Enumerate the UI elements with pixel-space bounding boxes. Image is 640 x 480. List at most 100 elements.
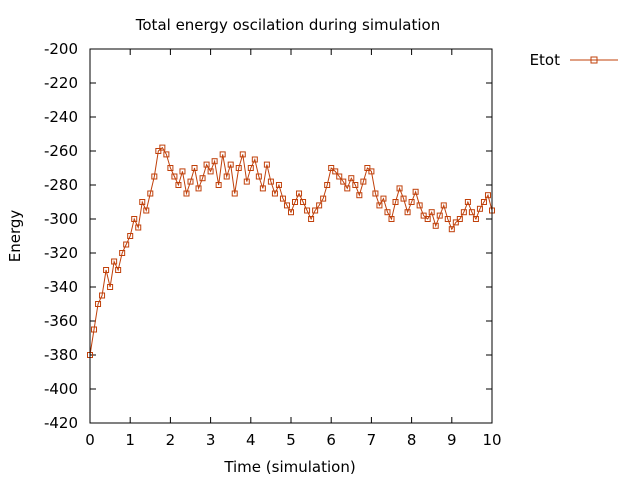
data-point [199, 175, 206, 182]
data-point [231, 190, 238, 197]
data-point [436, 212, 443, 219]
data-point [344, 185, 351, 192]
x-tick-label: 8 [407, 431, 417, 449]
data-point [404, 209, 411, 216]
data-point [420, 212, 427, 219]
data-point [360, 178, 367, 185]
data-point [320, 195, 327, 202]
y-tick-label: -220 [44, 74, 78, 92]
data-point [472, 216, 479, 222]
legend: Etot [530, 51, 618, 69]
data-point [376, 202, 383, 209]
data-point [308, 216, 315, 222]
y-axis-ticks: -420 -400 -380 -360 -340 -320 -300 -280 -260 -240… [44, 40, 492, 432]
y-tick-label: -300 [44, 210, 78, 228]
x-tick-label: 1 [125, 431, 135, 449]
x-tick-label: 3 [206, 431, 216, 449]
data-point [368, 168, 375, 175]
data-point [275, 182, 282, 188]
x-tick-label: 5 [286, 431, 296, 449]
x-tick-label: 4 [246, 431, 256, 449]
legend-label: Etot [530, 51, 561, 69]
data-point [163, 151, 170, 158]
data-point [183, 190, 190, 197]
data-point [312, 207, 319, 214]
series-line-0 [89, 146, 493, 356]
x-tick-label: 6 [326, 431, 336, 449]
data-point [151, 173, 158, 180]
data-point [239, 151, 246, 158]
data-point [388, 216, 395, 222]
data-point [167, 165, 174, 171]
data-point [147, 190, 154, 197]
data-point [223, 173, 230, 180]
data-point [336, 173, 343, 180]
data-point [484, 192, 491, 199]
data-point [159, 144, 166, 151]
data-point [103, 267, 110, 273]
data-point [99, 292, 106, 299]
data-point [396, 185, 403, 192]
data-point [267, 178, 274, 185]
y-tick-label: -400 [44, 380, 78, 398]
data-point [380, 195, 387, 202]
data-point [91, 326, 98, 333]
x-axis-ticks: 0 1 2 3 4 5 6 7 8 9 10 [85, 49, 502, 449]
data-point [123, 241, 130, 248]
legend-marker [590, 56, 598, 64]
x-tick-label: 9 [447, 431, 457, 449]
data-point [348, 175, 355, 182]
data-point [259, 185, 266, 192]
data-point [227, 161, 234, 168]
x-axis-title: Time (simulation) [223, 458, 355, 476]
data-point [288, 209, 294, 216]
data-point [392, 199, 399, 205]
data-point [480, 199, 487, 205]
data-point [179, 168, 186, 175]
y-tick-label: -340 [44, 278, 78, 296]
data-point [139, 199, 146, 205]
x-tick-label: 10 [482, 431, 501, 449]
data-point [119, 250, 126, 256]
x-tick-label: 7 [367, 431, 377, 449]
data-point [203, 161, 210, 168]
data-point [412, 188, 419, 195]
data-point [215, 182, 222, 188]
data-point [211, 158, 218, 165]
data-point [316, 202, 323, 209]
data-point [175, 182, 182, 188]
y-tick-label: -420 [44, 414, 78, 432]
data-point [95, 301, 102, 307]
data-point [292, 199, 299, 205]
data-point [444, 216, 451, 222]
data-point [283, 202, 290, 209]
data-point [432, 222, 439, 229]
x-tick-label: 0 [85, 431, 95, 449]
data-point [372, 190, 379, 197]
data-point [416, 202, 423, 209]
data-point [328, 165, 335, 171]
y-tick-label: -200 [44, 40, 78, 58]
y-tick-label: -380 [44, 346, 78, 364]
y-tick-label: -360 [44, 312, 78, 330]
data-point [191, 165, 198, 171]
data-point [400, 195, 407, 202]
y-axis-title: Energy [6, 210, 24, 263]
data-point [304, 207, 311, 214]
data-point [235, 165, 242, 171]
data-point [448, 226, 455, 233]
data-point [408, 199, 415, 205]
data-point [424, 216, 431, 222]
data-point [456, 216, 463, 222]
data-point [324, 182, 331, 188]
data-point [135, 224, 142, 231]
y-tick-label: -240 [44, 108, 78, 126]
data-point [107, 284, 114, 290]
data-point [143, 207, 150, 214]
data-point [460, 209, 467, 216]
data-point [255, 173, 262, 180]
series-layer [87, 144, 495, 358]
data-point [476, 205, 483, 212]
x-tick-label: 2 [166, 431, 176, 449]
